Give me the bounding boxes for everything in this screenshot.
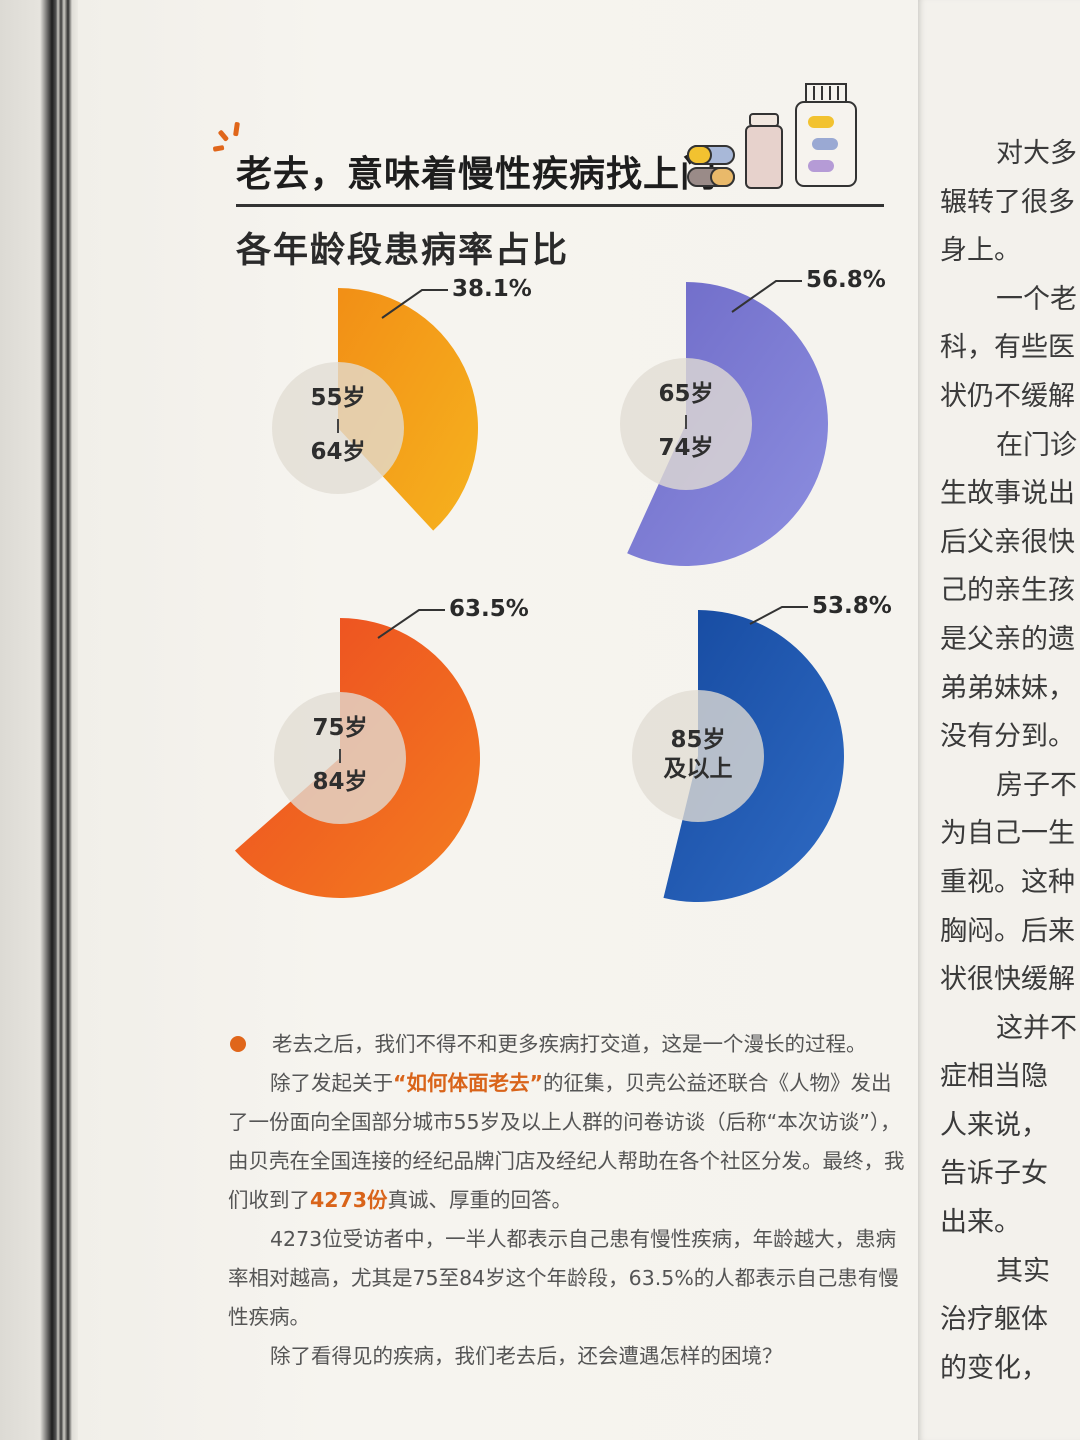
chart-title: 各年龄段患病率占比	[236, 231, 570, 271]
right-page-line: 的变化，	[940, 1352, 1048, 1384]
right-page-line: 告诉子女	[940, 1158, 1048, 1190]
paragraph-2-highlight-count: 4273份	[310, 1188, 388, 1212]
age-separator-3	[339, 749, 341, 763]
heading-rule	[236, 204, 884, 207]
paragraph-1: 老去之后，我们不得不和更多疾病打交道，这是一个漫长的过程。	[272, 1032, 867, 1056]
right-page-line: 胸闷。后来	[940, 915, 1075, 947]
leader-line-3	[377, 609, 445, 639]
age-label-4: 85岁及以上	[628, 726, 768, 784]
pie-center-disc-4	[632, 690, 764, 822]
right-page-line: 其实	[996, 1255, 1050, 1287]
age-label-top-3: 75岁	[312, 715, 368, 741]
right-page-line: 己的亲生孩	[940, 575, 1075, 607]
pill-bottles-icon	[687, 83, 857, 189]
right-page	[918, 0, 1080, 1440]
right-page-line: 一个老	[996, 283, 1077, 315]
age-label-bottom-3: 84岁	[312, 769, 368, 795]
paragraph-2-b: 的征集，贝壳公益还联合《人物》发出了一份面向全国部分城市55岁及以上人群的问卷访…	[228, 1071, 905, 1212]
right-page-line: 辗转了很多	[940, 186, 1075, 218]
paragraph-2-c: 真诚、厚重的回答。	[387, 1188, 573, 1212]
right-page-line: 房子不	[996, 769, 1077, 801]
right-page-line: 对大多	[996, 138, 1077, 169]
right-page-line: 状仍不缓解	[940, 380, 1075, 412]
age-label-1: 55岁 64岁	[268, 384, 408, 467]
age-label-3: 75岁 84岁	[270, 714, 410, 797]
book-spine	[0, 0, 78, 1440]
paragraph-4: 除了看得见的疾病，我们老去后，还会遭遇怎样的困境？	[270, 1344, 783, 1368]
age-separator-2	[685, 415, 687, 429]
right-page-line: 是父亲的遗	[940, 623, 1075, 655]
right-page-line: 状很快缓解	[940, 964, 1075, 996]
data-label-3: 63.5%	[449, 596, 529, 622]
data-label-2: 56.8%	[806, 267, 886, 293]
right-page-line: 后父亲很快	[940, 526, 1075, 558]
accent-marks-icon	[213, 122, 240, 152]
data-label-1: 38.1%	[452, 276, 532, 302]
data-label-4: 53.8%	[812, 593, 892, 619]
right-page-text: 对大多辗转了很多身上。一个老科，有些医状仍不缓解在门诊生故事说出后父亲很快己的亲…	[940, 130, 1077, 1393]
pie-sector-1	[338, 288, 479, 531]
body-text: 老去之后，我们不得不和更多疾病打交道，这是一个漫长的过程。 除了发起关于“如何体…	[228, 1025, 908, 1376]
right-page-line: 人来说，	[940, 1109, 1048, 1141]
leader-line-2	[731, 280, 802, 313]
right-page-line: 弟弟妹妹，	[940, 672, 1075, 704]
right-page-line: 症相当隐	[940, 1061, 1048, 1093]
right-page-line: 治疗躯体	[940, 1304, 1048, 1336]
paragraph-2-a: 除了发起关于	[270, 1071, 393, 1095]
right-page-line: 为自己一生	[940, 818, 1075, 850]
bullet-dot-icon	[230, 1036, 246, 1052]
right-page-line: 身上。	[940, 235, 1021, 267]
age-label-2: 65岁 74岁	[616, 380, 756, 463]
age-separator-1	[337, 419, 339, 433]
leader-line-1	[381, 289, 448, 319]
section-heading: 老去，意味着慢性疾病找上门	[236, 154, 718, 195]
right-page-line: 出来。	[940, 1207, 1021, 1239]
age-label-top-2: 65岁	[658, 381, 714, 407]
right-page-line: 科，有些医	[940, 332, 1075, 364]
right-page-line: 在门诊	[996, 429, 1077, 461]
age-label-top-4: 85岁	[670, 727, 726, 753]
leader-line-4	[749, 606, 808, 625]
age-label-bottom-4: 及以上	[663, 756, 733, 782]
right-page-line: 这并不	[996, 1012, 1077, 1044]
right-page-line: 没有分到。	[940, 721, 1075, 753]
age-label-bottom-1: 64岁	[310, 439, 366, 465]
age-label-top-1: 55岁	[310, 385, 366, 411]
right-page-line: 重视。这种	[940, 866, 1075, 898]
paragraph-3: 4273位受访者中，一半人都表示自己患有慢性疾病，年龄越大，患病率相对越高，尤其…	[228, 1227, 899, 1329]
age-label-bottom-2: 74岁	[658, 435, 714, 461]
right-page-line: 生故事说出	[940, 478, 1075, 510]
paragraph-2-highlight: “如何体面老去”	[393, 1071, 543, 1095]
chart-area	[234, 280, 844, 902]
